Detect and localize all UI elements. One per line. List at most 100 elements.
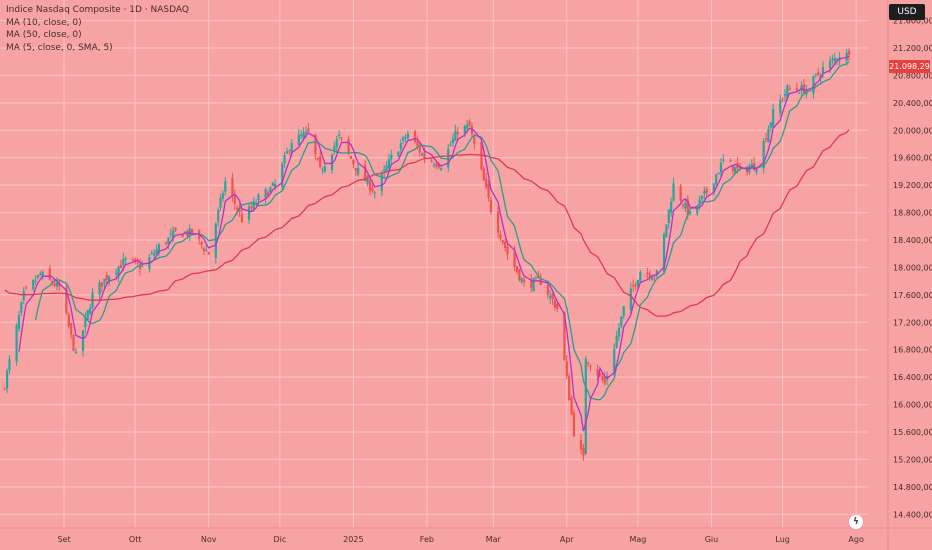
x-tick-label: Ago [848, 535, 864, 544]
candle-body [100, 282, 104, 287]
y-tick-label: 20.400,00 [893, 99, 932, 108]
candle-body [831, 58, 834, 61]
candle-body [802, 84, 806, 94]
candle-body [534, 277, 538, 279]
y-tick-label: 15.600,00 [893, 428, 932, 437]
candle-body [700, 195, 704, 200]
candle-body [485, 179, 488, 188]
legend-ma50[interactable]: MA (50, close, 0) [6, 30, 82, 40]
candle-body [717, 172, 720, 175]
candle-body [546, 285, 549, 295]
candle-body [655, 270, 659, 276]
candle-body [231, 177, 234, 196]
candle-body [482, 168, 485, 181]
candle-body [157, 244, 160, 254]
candle-body [115, 272, 118, 275]
candle-body [636, 280, 640, 287]
candle-body [383, 169, 386, 172]
y-tick-label: 14.400,00 [893, 510, 932, 519]
x-tick-label: Mag [630, 535, 647, 544]
legend-ma10[interactable]: MA (10, close, 0) [6, 17, 82, 28]
candle-body [269, 187, 272, 193]
candle-body [731, 164, 734, 172]
candle-body [703, 191, 706, 195]
candle-body [734, 166, 737, 174]
candle-body [22, 290, 25, 301]
candle-body [501, 240, 504, 243]
candle-body [556, 303, 559, 309]
candle-body [421, 153, 424, 156]
tradingview-logo-icon[interactable]: ϟ [849, 515, 863, 529]
candle-body [620, 316, 623, 327]
candle-body [523, 280, 526, 283]
candle-body [236, 207, 239, 211]
candle-body [219, 197, 222, 208]
candle-body [122, 258, 125, 266]
last-price-label: 21.098,29 [889, 60, 930, 73]
legend: Indice Nasdaq Composite · 1D · NASDAQ MA… [6, 4, 189, 54]
candle-body [764, 138, 768, 140]
candle-body [572, 412, 576, 437]
candle-body [255, 202, 258, 204]
candle-body [653, 275, 656, 277]
candle-body [565, 361, 568, 376]
candle-body [814, 74, 817, 76]
candle-body [489, 199, 493, 213]
candle-body [570, 397, 573, 414]
candle-body [233, 195, 236, 204]
y-tick-label: 16.400,00 [893, 373, 932, 382]
candle-body [285, 151, 289, 154]
candle-body [473, 137, 476, 144]
candle-body [74, 351, 77, 354]
candle-body [812, 75, 815, 94]
candle-body [207, 251, 210, 255]
candle-body [506, 246, 509, 255]
candle-body [686, 199, 689, 216]
candle-body [402, 137, 405, 141]
x-tick-label: Lug [775, 535, 789, 544]
candle-body [745, 168, 749, 173]
x-tick-label: Apr [560, 535, 575, 544]
candle-body [274, 183, 277, 187]
candle-body [632, 285, 635, 287]
candle-body [224, 181, 227, 192]
candle-body [729, 160, 732, 162]
candle-body [767, 129, 770, 143]
candle-body [447, 148, 450, 168]
candle-body [266, 192, 270, 196]
candle-body [134, 259, 137, 261]
candle-body [352, 159, 355, 165]
candle-body [672, 183, 675, 202]
legend-ma5[interactable]: MA (5, close, 0, SMA, 5) [6, 42, 113, 53]
candle-body [316, 157, 319, 160]
candle-body [65, 287, 68, 314]
candle-body [153, 253, 156, 256]
candle-body [290, 142, 293, 154]
candle-body [836, 58, 839, 60]
candle-body [762, 140, 765, 169]
candle-body [568, 376, 571, 401]
candle-body [131, 258, 134, 260]
candle-body [155, 249, 158, 254]
y-tick-label: 16.800,00 [893, 346, 932, 355]
candle-body [584, 358, 587, 455]
candle-body [368, 181, 372, 191]
candle-body [281, 163, 284, 187]
candle-body [582, 447, 585, 456]
ma10-line [34, 61, 850, 401]
candle-body [601, 376, 604, 381]
candle-body [39, 273, 42, 275]
candle-body [696, 206, 699, 214]
candle-body [781, 99, 784, 101]
candle-body [440, 168, 443, 170]
candle-body [549, 295, 552, 298]
candle-body [67, 314, 70, 327]
candle-body [314, 134, 317, 155]
candle-body [847, 50, 851, 55]
candle-body [537, 275, 540, 279]
candle-body [338, 134, 341, 136]
currency-button[interactable]: USD [889, 4, 925, 20]
candle-body [89, 307, 92, 315]
candle-body [715, 174, 718, 185]
